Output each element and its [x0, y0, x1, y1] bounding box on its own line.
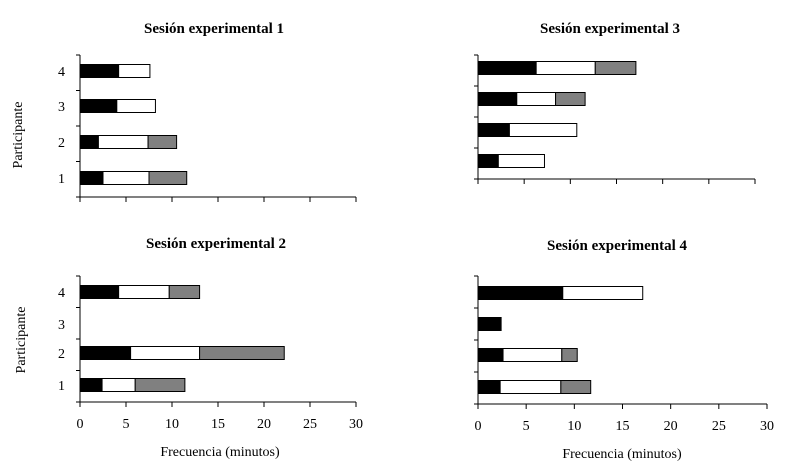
- y-tick-label: 1: [58, 172, 65, 187]
- bar-segment-2: [97, 135, 149, 149]
- y-tick-label: 4: [58, 286, 65, 301]
- x-axis-label: Frecuencia (minutos): [562, 447, 682, 461]
- x-tick-label: 20: [257, 417, 271, 432]
- bar-segment-1: [477, 286, 564, 300]
- bar-segment-3: [199, 346, 285, 360]
- x-tick-label: 25: [303, 417, 317, 432]
- bar-segment-2: [535, 61, 596, 75]
- bar-segment-3: [134, 378, 186, 392]
- chart-title: Sesión experimental 3: [540, 21, 680, 37]
- bar-segment-3: [555, 92, 586, 106]
- bar-segment-2: [101, 378, 136, 392]
- bar-segment-1: [79, 378, 103, 392]
- bar-segment-2: [102, 171, 150, 185]
- x-tick-label: 10: [567, 419, 581, 434]
- bar-segment-1: [477, 61, 537, 75]
- chart-panel-3: Sesión experimental 2 0 5 10 15 20 25 30 1 2 3 4 Par…: [14, 236, 363, 460]
- x-tick-label: 0: [475, 419, 482, 434]
- bar-segment-2: [118, 285, 170, 299]
- x-tick-label: 5: [123, 417, 130, 432]
- bar-segment-1: [79, 285, 120, 299]
- bar-segment-3: [561, 348, 578, 362]
- y-tick-label: 3: [58, 318, 65, 333]
- bar-segment-1: [79, 135, 99, 149]
- x-tick-label: 30: [349, 417, 363, 432]
- chart-panel-4: Sesión experimental 4 0 5 10 15 20 25 30 Frecuen…: [474, 238, 774, 461]
- bar-segment-1: [79, 64, 120, 78]
- x-tick-label: 20: [664, 419, 678, 434]
- bar-segment-3: [147, 135, 178, 149]
- bar-segment-1: [477, 380, 501, 394]
- bar-segment-2: [130, 346, 201, 360]
- chart-title: Sesión experimental 4: [547, 238, 687, 254]
- bar-segment-2: [516, 92, 557, 106]
- y-tick-label: 4: [58, 65, 65, 80]
- chart-title: Sesión experimental 2: [146, 236, 286, 252]
- bar-segment-1: [477, 348, 504, 362]
- bar-segment-2: [502, 348, 563, 362]
- x-tick-label: 5: [523, 419, 530, 434]
- bar-segment-1: [79, 171, 104, 185]
- bar-segment-1: [79, 346, 132, 360]
- bar-segment-2: [508, 123, 578, 137]
- bar-segment-2: [118, 64, 151, 78]
- bar-segment-1: [477, 92, 518, 106]
- bar-segment-3: [148, 171, 188, 185]
- x-axis-label: Frecuencia (minutos): [160, 445, 280, 460]
- y-axis-label: Participante: [11, 102, 26, 169]
- x-tick-label: 0: [77, 417, 84, 432]
- bar-segment-3: [560, 380, 592, 394]
- chart-panel-2: Sesión experimental 3: [474, 21, 756, 184]
- bar-segment-2: [499, 380, 562, 394]
- bar-segment-2: [497, 154, 545, 168]
- x-tick-label: 10: [165, 417, 179, 432]
- x-tick-label: 15: [616, 419, 630, 434]
- x-tick-label: 25: [712, 419, 726, 434]
- y-axis-label: Participante: [14, 307, 29, 374]
- bar-segment-2: [562, 286, 644, 300]
- bar-segment-1: [477, 317, 502, 331]
- y-tick-label: 2: [58, 136, 65, 151]
- x-tick-label: 30: [760, 419, 774, 434]
- chart-title: Sesión experimental 1: [144, 21, 284, 37]
- bar-segment-1: [477, 123, 510, 137]
- bar-segment-3: [594, 61, 637, 75]
- x-tick-label: 15: [211, 417, 225, 432]
- bar-segment-2: [116, 99, 156, 113]
- chart-panel-1: Sesión experimental 1 1 2 3 4 Participante: [11, 21, 357, 202]
- bar-segment-1: [477, 154, 499, 168]
- y-tick-label: 2: [58, 347, 65, 362]
- bar-segment-3: [168, 285, 201, 299]
- y-tick-label: 1: [58, 379, 65, 394]
- bar-segment-1: [79, 99, 118, 113]
- y-tick-label: 3: [58, 100, 65, 115]
